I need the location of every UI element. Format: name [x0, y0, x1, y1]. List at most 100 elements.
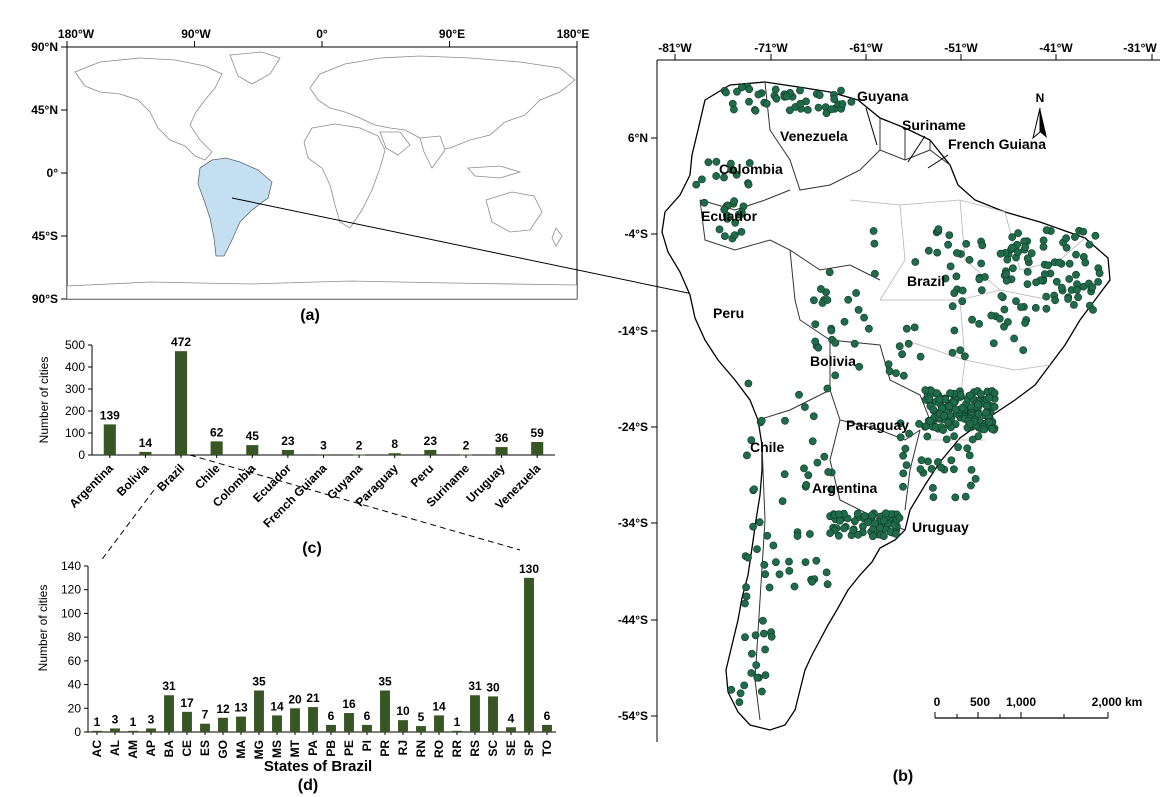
- scale-label: 1,000: [1006, 695, 1036, 709]
- chart-d-ylabel: Number of cities: [36, 585, 50, 672]
- x-tick-label: RS: [468, 740, 482, 757]
- data-label: 45: [246, 429, 260, 443]
- city-dot: [967, 481, 975, 490]
- data-label: 4: [508, 711, 515, 725]
- x-tick-label: Bolivia: [114, 461, 152, 499]
- data-label: 10: [396, 704, 410, 718]
- city-dot: [987, 311, 996, 320]
- city-dot: [780, 470, 789, 479]
- city-dot: [741, 633, 749, 642]
- city-dot: [854, 305, 863, 314]
- city-dot: [808, 577, 816, 586]
- city-dot: [978, 241, 987, 250]
- data-label: 14: [432, 699, 446, 713]
- bar-ms: [272, 715, 282, 732]
- city-dot: [958, 286, 967, 295]
- city-dot: [781, 416, 789, 425]
- city-dot: [854, 530, 863, 539]
- bar-to: [542, 724, 552, 732]
- sa-lon-tick: -41°W: [1039, 41, 1073, 55]
- city-dot: [870, 239, 879, 248]
- city-dot: [1008, 243, 1016, 252]
- city-dot: [732, 170, 741, 179]
- city-dot: [755, 518, 764, 527]
- city-dot: [892, 369, 900, 377]
- city-dot: [1062, 234, 1070, 243]
- city-dot: [1044, 261, 1052, 270]
- city-dot: [790, 582, 799, 591]
- city-dot: [730, 105, 738, 114]
- x-tick-label: PR: [378, 740, 392, 757]
- city-dot: [778, 497, 787, 505]
- x-tick-label: Peru: [408, 461, 437, 490]
- x-tick-label: BA: [162, 740, 176, 758]
- country-label: Argentina: [812, 480, 878, 496]
- city-dot: [948, 348, 957, 357]
- city-dot: [915, 419, 923, 428]
- city-dot: [731, 218, 740, 227]
- scale-label: 0: [934, 695, 941, 709]
- x-tick-label: ES: [198, 740, 212, 756]
- city-dot: [1039, 236, 1048, 245]
- bar-colombia: [246, 445, 259, 455]
- x-tick-label: Brazil: [154, 461, 187, 494]
- city-dot: [939, 426, 947, 434]
- city-dot: [800, 464, 808, 473]
- city-dot: [1081, 258, 1090, 267]
- city-dot: [745, 159, 754, 167]
- city-dot: [1072, 270, 1080, 279]
- city-dot: [727, 685, 736, 694]
- city-dot: [965, 255, 974, 264]
- city-dot: [804, 471, 813, 480]
- city-dot: [1010, 334, 1018, 343]
- city-dot: [1089, 305, 1097, 314]
- world-eurasia: [309, 55, 576, 151]
- city-dot: [1000, 322, 1008, 331]
- city-dot: [975, 319, 983, 328]
- data-label: 2: [463, 439, 470, 453]
- bar-al: [110, 728, 120, 732]
- city-dot: [929, 405, 938, 414]
- city-dot: [966, 420, 974, 428]
- bar-ma: [236, 716, 246, 732]
- city-dot: [700, 198, 709, 207]
- city-dot: [1014, 229, 1022, 237]
- city-dot: [977, 286, 986, 294]
- world-lon-tick: 180°E: [557, 27, 590, 41]
- x-tick-label: Argentina: [66, 461, 116, 511]
- y-tick-label: 300: [65, 382, 85, 396]
- south-america-map-panel: -81°W -71°W -61°W -51°W -41°W -31°W 6°N …: [618, 41, 1160, 785]
- city-dot: [759, 616, 767, 625]
- city-dot: [1057, 283, 1066, 292]
- city-dot: [899, 482, 907, 491]
- city-dot: [988, 425, 996, 433]
- city-dot: [1008, 233, 1017, 241]
- city-dot: [1002, 276, 1011, 285]
- city-dot: [825, 268, 834, 277]
- city-dot: [995, 314, 1004, 323]
- x-tick-label: GO: [216, 740, 230, 759]
- chart-c-ylabel: Number of cities: [37, 357, 51, 444]
- city-dot: [715, 225, 724, 234]
- city-dot: [720, 173, 728, 182]
- city-dot: [975, 275, 984, 284]
- country-label: Ecuador: [701, 208, 758, 224]
- sa-lon-tick: -71°W: [754, 41, 788, 55]
- city-dot: [743, 451, 751, 460]
- data-label: 36: [495, 431, 509, 445]
- city-dot: [796, 99, 805, 108]
- x-tick-label: PB: [324, 740, 338, 757]
- city-dot: [926, 416, 935, 425]
- city-dot: [757, 416, 766, 425]
- world-antarctica: [67, 280, 577, 299]
- bar-pi: [362, 724, 372, 732]
- city-dot: [810, 296, 818, 305]
- country-label: French Guiana: [948, 136, 1046, 152]
- x-tick-label: Chile: [192, 461, 223, 492]
- scale-bar: 0 500 1,000 2,000 km: [934, 695, 1142, 719]
- city-dot: [977, 259, 986, 268]
- city-dot: [996, 249, 1005, 258]
- data-label: 17: [180, 696, 194, 710]
- sa-continent-outline: [661, 81, 1111, 731]
- sa-lat-tick: -4°S: [625, 227, 648, 241]
